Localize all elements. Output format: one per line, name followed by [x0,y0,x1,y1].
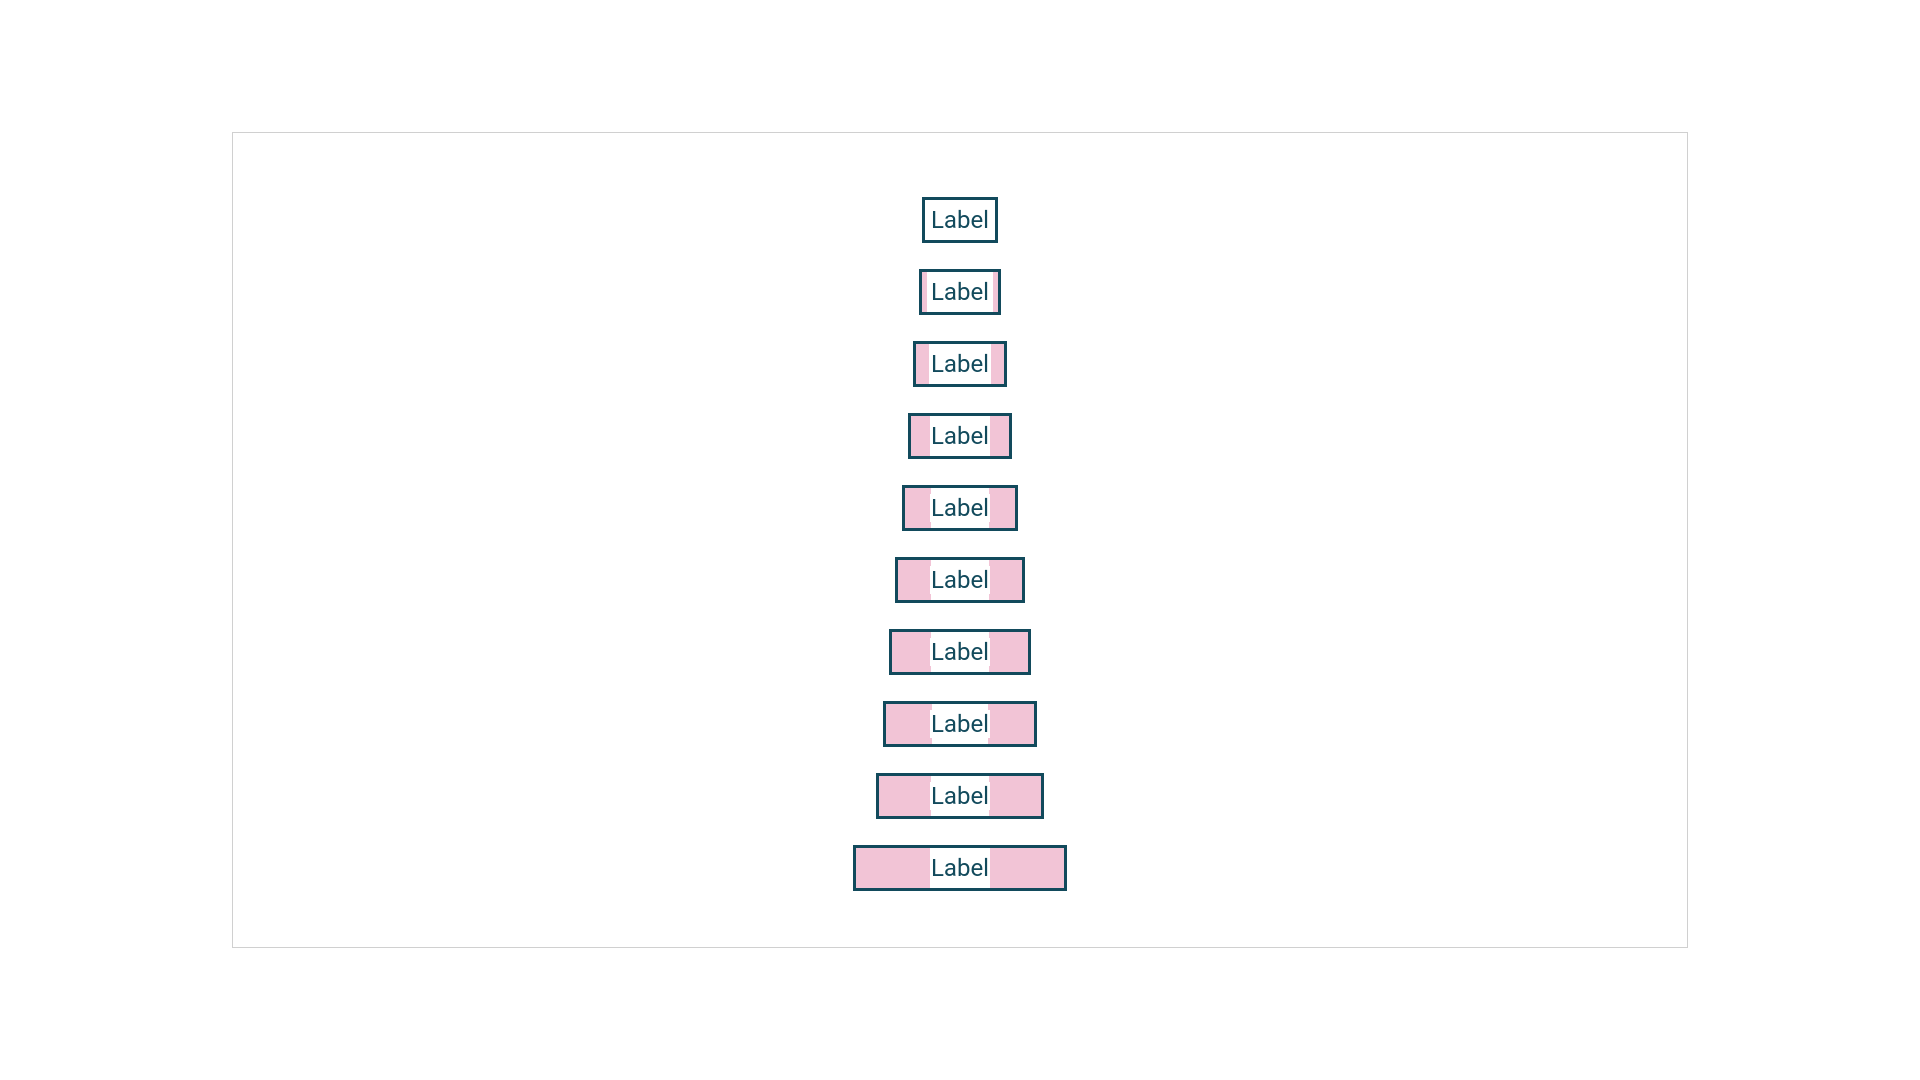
fill-left [892,632,931,672]
label-box: Label [876,773,1044,819]
box-label: Label [930,710,990,738]
fill-right [989,776,1041,816]
label-box: Label [889,629,1031,675]
label-box: Label [922,197,998,243]
fill-right [988,704,1034,744]
fill-left [879,776,931,816]
box-label: Label [930,638,990,666]
fill-right [990,416,1009,456]
box-label: Label [930,494,990,522]
label-box: Label [895,557,1025,603]
fill-left [898,560,931,600]
fill-left [916,344,929,384]
label-box: Label [908,413,1012,459]
fill-right [989,488,1015,528]
label-box: Label [919,269,1001,315]
fill-left [911,416,930,456]
diagram-canvas: Label Label Label Label Label Label Label Label… [232,132,1688,948]
fill-left [886,704,932,744]
fill-left [856,848,930,888]
box-label: Label [930,206,990,234]
label-box: Label [902,485,1018,531]
fill-right [989,632,1028,672]
label-box: Label [883,701,1037,747]
fill-left [905,488,931,528]
label-box: Label [853,845,1067,891]
fill-left [922,272,927,312]
box-label: Label [930,278,990,306]
box-stack: Label Label Label Label Label Label Label Label… [853,197,1067,891]
fill-right [990,848,1064,888]
fill-right [991,344,1004,384]
fill-right [993,272,998,312]
box-label: Label [930,854,990,882]
fill-right [989,560,1022,600]
box-label: Label [930,782,990,810]
box-label: Label [930,422,990,450]
box-label: Label [930,566,990,594]
box-label: Label [930,350,990,378]
label-box: Label [913,341,1007,387]
